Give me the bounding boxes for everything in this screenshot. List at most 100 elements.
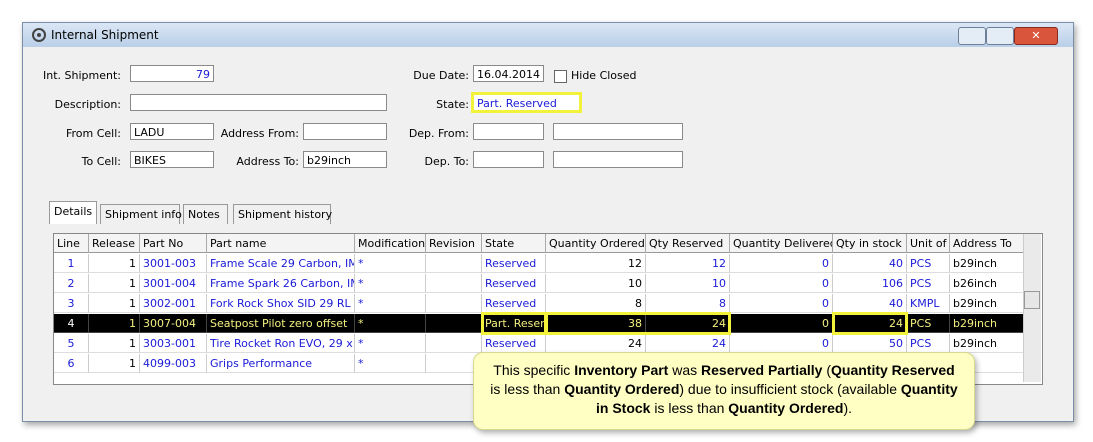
table-cell[interactable]: 2 bbox=[54, 274, 89, 293]
dep-from-name-field[interactable] bbox=[553, 123, 683, 140]
table-cell[interactable]: 10 bbox=[546, 274, 646, 293]
dep-from-field[interactable] bbox=[473, 123, 544, 140]
table-cell[interactable]: Reserved bbox=[482, 254, 546, 273]
table-cell[interactable]: 24 bbox=[546, 334, 646, 353]
table-cell[interactable]: * bbox=[355, 354, 426, 373]
table-cell[interactable]: 0 bbox=[730, 254, 833, 273]
table-cell[interactable]: 1 bbox=[89, 334, 140, 353]
table-cell[interactable]: 1 bbox=[89, 274, 140, 293]
scroll-thumb[interactable] bbox=[1024, 291, 1040, 309]
table-cell[interactable]: Grips Performance bbox=[207, 354, 355, 373]
tab[interactable]: Shipment info bbox=[100, 204, 182, 224]
table-cell[interactable]: b29inch bbox=[950, 314, 1024, 333]
table-cell[interactable] bbox=[426, 294, 482, 313]
from-cell-field[interactable]: LADU bbox=[130, 123, 214, 140]
table-cell[interactable]: PCS bbox=[907, 334, 950, 353]
table-cell[interactable]: 5 bbox=[54, 334, 89, 353]
tab[interactable]: Notes bbox=[183, 204, 228, 224]
table-cell[interactable]: * bbox=[355, 254, 426, 273]
description-field[interactable] bbox=[130, 94, 387, 111]
column-header[interactable]: Revision bbox=[426, 234, 482, 253]
column-header[interactable]: Release bbox=[89, 234, 140, 253]
table-cell[interactable]: Reserved bbox=[482, 334, 546, 353]
column-header[interactable]: Quantity Delivered bbox=[730, 234, 833, 253]
table-cell[interactable]: b26inch bbox=[950, 274, 1024, 293]
table-cell[interactable]: Frame Scale 29 Carbon, IMI bbox=[207, 254, 355, 273]
due-date-field[interactable]: 16.04.2014 bbox=[473, 65, 544, 82]
table-cell[interactable]: * bbox=[355, 294, 426, 313]
checkbox[interactable] bbox=[554, 70, 567, 83]
table-cell[interactable]: 1 bbox=[89, 354, 140, 373]
table-cell[interactable]: 0 bbox=[730, 334, 833, 353]
table-cell[interactable]: 4 bbox=[54, 314, 89, 333]
table-cell[interactable]: 8 bbox=[546, 294, 646, 313]
table-cell[interactable]: 40 bbox=[833, 254, 907, 273]
maximize-button[interactable] bbox=[986, 27, 1014, 45]
table-cell[interactable]: 8 bbox=[646, 294, 730, 313]
table-cell[interactable]: 1 bbox=[89, 294, 140, 313]
table-cell[interactable]: 40 bbox=[833, 294, 907, 313]
table-cell[interactable]: 106 bbox=[833, 274, 907, 293]
table-cell[interactable]: 1 bbox=[89, 254, 140, 273]
address-to-field[interactable]: b29inch bbox=[303, 151, 387, 168]
column-header[interactable]: Qty Reserved bbox=[646, 234, 730, 253]
table-cell[interactable]: 0 bbox=[730, 294, 833, 313]
table-cell[interactable]: 50 bbox=[833, 334, 907, 353]
table-cell[interactable]: PCS bbox=[907, 254, 950, 273]
column-header[interactable]: State bbox=[482, 234, 546, 253]
close-button[interactable]: ✕ bbox=[1014, 27, 1058, 45]
address-from-field[interactable] bbox=[303, 123, 387, 140]
table-cell[interactable]: * bbox=[355, 334, 426, 353]
column-header[interactable]: Part name bbox=[207, 234, 355, 253]
dep-to-field[interactable] bbox=[473, 151, 544, 168]
table-cell[interactable] bbox=[426, 274, 482, 293]
table-cell[interactable]: b29inch bbox=[950, 294, 1024, 313]
table-cell[interactable]: * bbox=[355, 274, 426, 293]
table-cell[interactable]: b29inch bbox=[950, 254, 1024, 273]
table-cell[interactable] bbox=[426, 334, 482, 353]
column-header[interactable]: Part No bbox=[140, 234, 207, 253]
table-cell[interactable]: 1 bbox=[89, 314, 140, 333]
table-cell[interactable]: 1 bbox=[54, 254, 89, 273]
table-cell[interactable]: Fork Rock Shox SID 29 RL bbox=[207, 294, 355, 313]
column-header[interactable]: Modification bbox=[355, 234, 426, 253]
table-cell[interactable] bbox=[426, 254, 482, 273]
table-cell[interactable]: 10 bbox=[646, 274, 730, 293]
table-cell[interactable]: Seatpost Pilot zero offset bbox=[207, 314, 355, 333]
table-cell[interactable]: * bbox=[355, 314, 426, 333]
table-cell[interactable]: b29inch bbox=[950, 334, 1024, 353]
table-cell[interactable]: KMPL bbox=[907, 294, 950, 313]
tab[interactable]: Shipment history bbox=[233, 204, 332, 224]
table-cell[interactable]: 3001-004 bbox=[140, 274, 207, 293]
table-cell[interactable]: 0 bbox=[730, 314, 833, 333]
table-cell[interactable]: 3001-003 bbox=[140, 254, 207, 273]
to-cell-field[interactable]: BIKES bbox=[130, 151, 214, 168]
table-cell[interactable]: 3007-004 bbox=[140, 314, 207, 333]
callout-text: ) due to insufficient stock (available bbox=[679, 381, 901, 397]
column-header[interactable]: Qty in stock bbox=[833, 234, 907, 253]
table-cell[interactable]: PCS bbox=[907, 314, 950, 333]
table-cell[interactable]: Frame Spark 26 Carbon, IM bbox=[207, 274, 355, 293]
table-cell[interactable]: 3 bbox=[54, 294, 89, 313]
int-shipment-field[interactable]: 79 bbox=[130, 65, 214, 82]
table-cell[interactable]: 3002-001 bbox=[140, 294, 207, 313]
table-cell[interactable]: 12 bbox=[646, 254, 730, 273]
column-header[interactable]: Quantity Ordered bbox=[546, 234, 646, 253]
column-header[interactable]: Line bbox=[54, 234, 89, 253]
table-cell[interactable]: 24 bbox=[646, 334, 730, 353]
table-cell[interactable]: 0 bbox=[730, 274, 833, 293]
column-header[interactable]: Unit of bbox=[907, 234, 950, 253]
table-cell[interactable]: 3003-001 bbox=[140, 334, 207, 353]
table-cell[interactable]: 6 bbox=[54, 354, 89, 373]
table-cell[interactable]: 12 bbox=[546, 254, 646, 273]
table-cell[interactable] bbox=[426, 314, 482, 333]
tab[interactable]: Details bbox=[49, 201, 97, 224]
table-cell[interactable]: Reserved bbox=[482, 274, 546, 293]
minimize-button[interactable] bbox=[958, 27, 986, 45]
table-cell[interactable]: Tire Rocket Ron EVO, 29 x bbox=[207, 334, 355, 353]
dep-to-name-field[interactable] bbox=[553, 151, 683, 168]
table-cell[interactable]: Reserved bbox=[482, 294, 546, 313]
table-cell[interactable]: 4099-003 bbox=[140, 354, 207, 373]
column-header[interactable]: Address To bbox=[950, 234, 1024, 253]
table-cell[interactable]: PCS bbox=[907, 274, 950, 293]
